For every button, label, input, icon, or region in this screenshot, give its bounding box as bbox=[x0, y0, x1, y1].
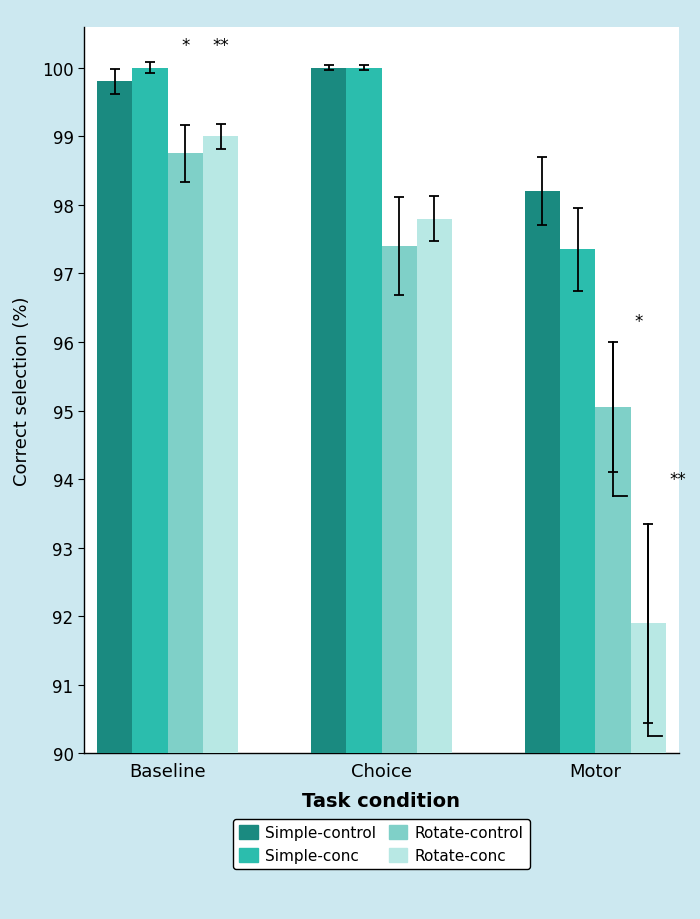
Bar bbox=[595, 408, 631, 754]
Bar bbox=[132, 69, 168, 754]
Bar bbox=[168, 154, 203, 754]
Bar bbox=[203, 137, 238, 754]
Text: *: * bbox=[181, 37, 190, 55]
Y-axis label: Correct selection (%): Correct selection (%) bbox=[13, 296, 31, 485]
Legend: Simple-control, Simple-conc, Rotate-control, Rotate-conc: Simple-control, Simple-conc, Rotate-cont… bbox=[233, 820, 530, 869]
Text: **: ** bbox=[669, 471, 686, 489]
Text: **: ** bbox=[212, 37, 229, 55]
Bar bbox=[560, 250, 595, 754]
Bar bbox=[631, 623, 666, 754]
Bar bbox=[525, 192, 560, 754]
Text: *: * bbox=[634, 313, 643, 331]
Bar bbox=[97, 83, 132, 754]
Bar bbox=[382, 246, 416, 754]
Bar bbox=[416, 220, 452, 754]
Bar bbox=[311, 69, 346, 754]
Bar bbox=[346, 69, 382, 754]
X-axis label: Task condition: Task condition bbox=[302, 791, 461, 810]
